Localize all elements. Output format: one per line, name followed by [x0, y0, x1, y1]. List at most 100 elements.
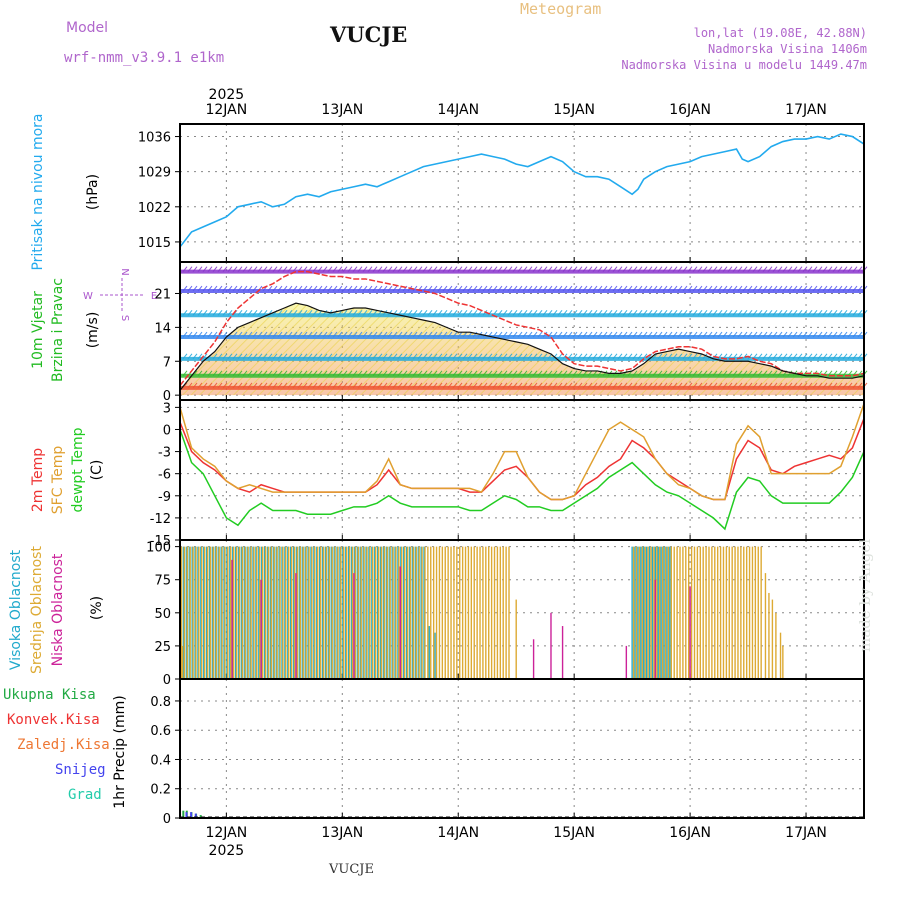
- wind-barb-tick: [767, 370, 773, 377]
- wind-barb-tick: [787, 331, 793, 338]
- wind-barb-tick: [462, 309, 468, 316]
- wind-barb-tick: [842, 353, 848, 360]
- wind-barb-tick: [682, 285, 688, 292]
- wind-barb-tick: [792, 353, 798, 360]
- wind-barb-tick: [387, 331, 393, 338]
- wind-barb-tick: [517, 266, 523, 272]
- wind-barb-tick: [607, 382, 613, 389]
- wind-barb-tick: [827, 285, 833, 292]
- wind-barb-tick: [567, 370, 573, 377]
- wind-barb-tick: [247, 370, 253, 377]
- wind-barb-tick: [372, 285, 378, 292]
- wind-barb-tick: [727, 370, 733, 377]
- wind-barb-tick: [287, 382, 293, 389]
- temperature-ytick-label: -15: [150, 534, 171, 549]
- wind-barb-tick: [432, 353, 438, 360]
- wind-barb-tick: [607, 331, 613, 338]
- wind-barb-tick: [652, 353, 658, 360]
- wind-gust-line: [179, 270, 865, 386]
- wind-barb-tick: [467, 266, 473, 272]
- wind-barb-tick: [537, 353, 543, 360]
- wind-barb-tick: [237, 285, 243, 292]
- precip-legend-item: Grad: [68, 787, 102, 803]
- wind-barb-tick: [782, 382, 788, 389]
- wind-barb-tick: [837, 353, 843, 360]
- wind-barb-tick: [342, 331, 348, 338]
- wind-barb-tick: [457, 353, 463, 360]
- wind-barb-tick: [832, 266, 838, 272]
- wind-barb-tick: [507, 266, 513, 272]
- wind-barb-tick: [712, 285, 718, 292]
- wind-barb-tick: [597, 309, 603, 316]
- wind-barb-tick: [572, 309, 578, 316]
- wind-barb-tick: [597, 382, 603, 389]
- wind-barb-tick: [647, 309, 653, 316]
- cloud_cover-ytick-label: 100: [146, 541, 171, 556]
- wind-barb-tick: [547, 285, 553, 292]
- footer-title: VUCJE: [329, 862, 374, 877]
- wind-barb-tick: [622, 382, 628, 389]
- precipitation-panel: 0 0.2 0.4 0.6 0.8 Ukupna Kisa Konvek.Kisa Zaled…: [3, 678, 865, 827]
- wind-barb-tick: [727, 285, 733, 292]
- wind-barb-tick: [252, 309, 258, 316]
- wind-barb-tick: [562, 331, 568, 338]
- wind-barb-tick: [492, 353, 498, 360]
- wind-barb-tick: [502, 285, 508, 292]
- wind-barb-tick: [257, 370, 263, 377]
- wind-barb-tick: [682, 266, 688, 272]
- wind-barb-tick: [332, 266, 338, 272]
- wind-barb-tick: [192, 285, 198, 292]
- wind-barb-tick: [767, 331, 773, 338]
- wind-barb-tick: [437, 309, 443, 316]
- wind-barb-tick: [447, 266, 453, 272]
- wind-barb-tick: [287, 353, 293, 360]
- wind-barb-tick: [347, 309, 353, 316]
- wind-barb-tick: [402, 353, 408, 360]
- wind-barb-tick: [377, 266, 383, 272]
- wind-barb-tick: [287, 370, 293, 377]
- wind-barb-tick: [502, 382, 508, 389]
- wind-barb-tick: [467, 382, 473, 389]
- wind-barb-tick: [537, 309, 543, 316]
- precip-bar: [190, 812, 193, 818]
- wind-barb-tick: [182, 370, 188, 377]
- wind-barb-tick: [532, 370, 538, 377]
- wind-barb-tick: [592, 382, 598, 389]
- wind-ytick-label: 7: [163, 355, 171, 370]
- wind-barb-tick: [652, 309, 658, 316]
- wind-barb-tick: [567, 266, 573, 272]
- wind-barb-tick: [552, 309, 558, 316]
- wind-barb-tick: [557, 382, 563, 389]
- wind-barb-tick: [647, 382, 653, 389]
- bottom-day-label: 14JAN: [437, 825, 479, 841]
- wind-barb-tick: [357, 353, 363, 360]
- wind-barb-tick: [407, 353, 413, 360]
- wind-barb-tick: [502, 309, 508, 316]
- wind-barb-tick: [477, 370, 483, 377]
- wind-barb-tick: [642, 382, 648, 389]
- model-altitude-text: Nadmorska Visina u modelu 1449.47m: [621, 58, 867, 72]
- wind-barb-tick: [787, 309, 793, 316]
- wind-barb-tick: [767, 285, 773, 292]
- wind-barb-tick: [237, 382, 243, 389]
- wind-barb-tick: [452, 382, 458, 389]
- wind-barb-tick: [542, 353, 548, 360]
- wind-barb-tick: [767, 353, 773, 360]
- wind-barb-tick: [422, 331, 428, 338]
- wind-barb-tick: [267, 285, 273, 292]
- wind-barb-tick: [857, 309, 863, 316]
- wind-barb-tick: [817, 370, 823, 377]
- wind-barb-tick: [792, 331, 798, 338]
- wind-barb-tick: [257, 353, 263, 360]
- pressure-ytick-label: 1036: [138, 131, 171, 146]
- wind-barb-tick: [742, 266, 748, 272]
- wind-barb-tick: [272, 370, 278, 377]
- wind-barb-tick: [307, 285, 313, 292]
- wind-barb-tick: [747, 309, 753, 316]
- wind-barb-tick: [382, 266, 388, 272]
- wind-barb-tick: [262, 266, 268, 272]
- wind-barb-tick: [702, 266, 708, 272]
- wind-barb-tick: [777, 370, 783, 377]
- wind-barb-tick: [202, 382, 208, 389]
